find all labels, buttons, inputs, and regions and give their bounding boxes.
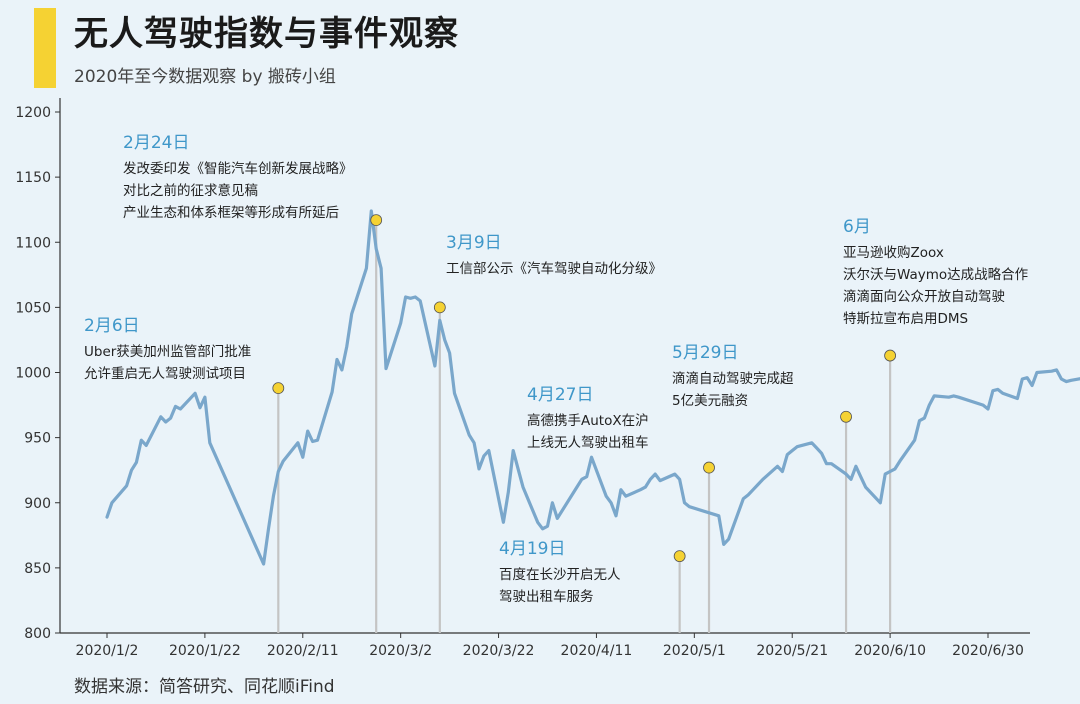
event-marker <box>840 410 852 423</box>
x-tick-label: 2020/3/2 <box>369 643 432 659</box>
x-tick-label: 2020/1/2 <box>76 643 139 659</box>
title-accent-bar <box>34 8 56 88</box>
event-description-line: 高德携手AutoX在沪 <box>527 412 649 429</box>
event-description-line: 允许重启无人驾驶测试项目 <box>84 366 246 382</box>
data-source: 数据来源：简答研究、同花顺iFind <box>74 677 335 697</box>
chart-title: 无人驾驶指数与事件观察 <box>74 14 459 54</box>
y-tick-label: 1050 <box>15 300 51 316</box>
y-tick-label: 1100 <box>15 235 51 251</box>
event-description-line: 驾驶出租车服务 <box>499 588 594 605</box>
x-tick-label: 2020/5/1 <box>663 643 726 659</box>
event-date-label: 2月24日 <box>123 133 189 153</box>
x-tick-label: 2020/2/11 <box>267 643 339 659</box>
y-tick-label: 1000 <box>15 366 51 382</box>
event-marker <box>673 550 686 563</box>
event-description-line: 产业生态和体系框架等形成有所延后 <box>123 204 339 221</box>
event-description-line: 发改委印发《智能汽车创新发展战略》 <box>123 160 353 177</box>
event-description-line: 百度在长沙开启无人 <box>499 567 621 583</box>
event-description-line: 沃尔沃与Waymo达成战略合作 <box>843 267 1028 283</box>
y-tick-label: 1200 <box>15 105 51 121</box>
index-series-line <box>105 209 1080 566</box>
event-date-label: 5月29日 <box>672 343 738 363</box>
event-description-line: 工信部公示《汽车驾驶自动化分级》 <box>446 260 662 277</box>
event-marker <box>272 382 285 395</box>
event-description-line: 亚马逊收购Zoox <box>843 245 944 261</box>
event-marker <box>433 301 446 314</box>
x-tick-label: 2020/6/30 <box>952 643 1024 659</box>
event-description-line: 滴滴自动驾驶完成超 <box>672 370 794 387</box>
event-date-label: 4月19日 <box>499 539 565 559</box>
event-date-label: 4月27日 <box>527 385 593 405</box>
event-description-line: 对比之前的征求意见稿 <box>123 182 258 199</box>
event-marker <box>370 214 383 227</box>
event-description-line: 上线无人驾驶出租车 <box>527 434 649 451</box>
event-date-label: 6月 <box>843 217 871 237</box>
x-tick-label: 2020/4/11 <box>561 643 633 659</box>
event-description-line: 5亿美元融资 <box>672 393 748 409</box>
chart-subtitle: 2020年至今数据观察 by 搬砖小组 <box>74 67 336 87</box>
x-tick-label: 2020/3/22 <box>463 643 535 659</box>
x-tick-label: 2020/6/10 <box>854 643 926 659</box>
x-tick-label: 2020/5/21 <box>756 643 828 659</box>
event-marker <box>884 349 897 362</box>
y-tick-label: 900 <box>24 496 51 512</box>
event-description-line: 滴滴面向公众开放自动驾驶 <box>843 288 1005 305</box>
event-description-line: 特斯拉宣布启用DMS <box>843 311 968 327</box>
event-description-line: Uber获美加州监管部门批准 <box>84 344 251 360</box>
y-tick-label: 850 <box>24 561 51 577</box>
y-tick-label: 950 <box>24 431 51 447</box>
event-marker <box>703 461 715 474</box>
y-tick-label: 1150 <box>15 170 51 186</box>
x-tick-label: 2020/1/22 <box>169 643 241 659</box>
y-tick-label: 800 <box>24 626 51 642</box>
event-date-label: 3月9日 <box>446 233 502 253</box>
event-date-label: 2月6日 <box>84 316 140 336</box>
